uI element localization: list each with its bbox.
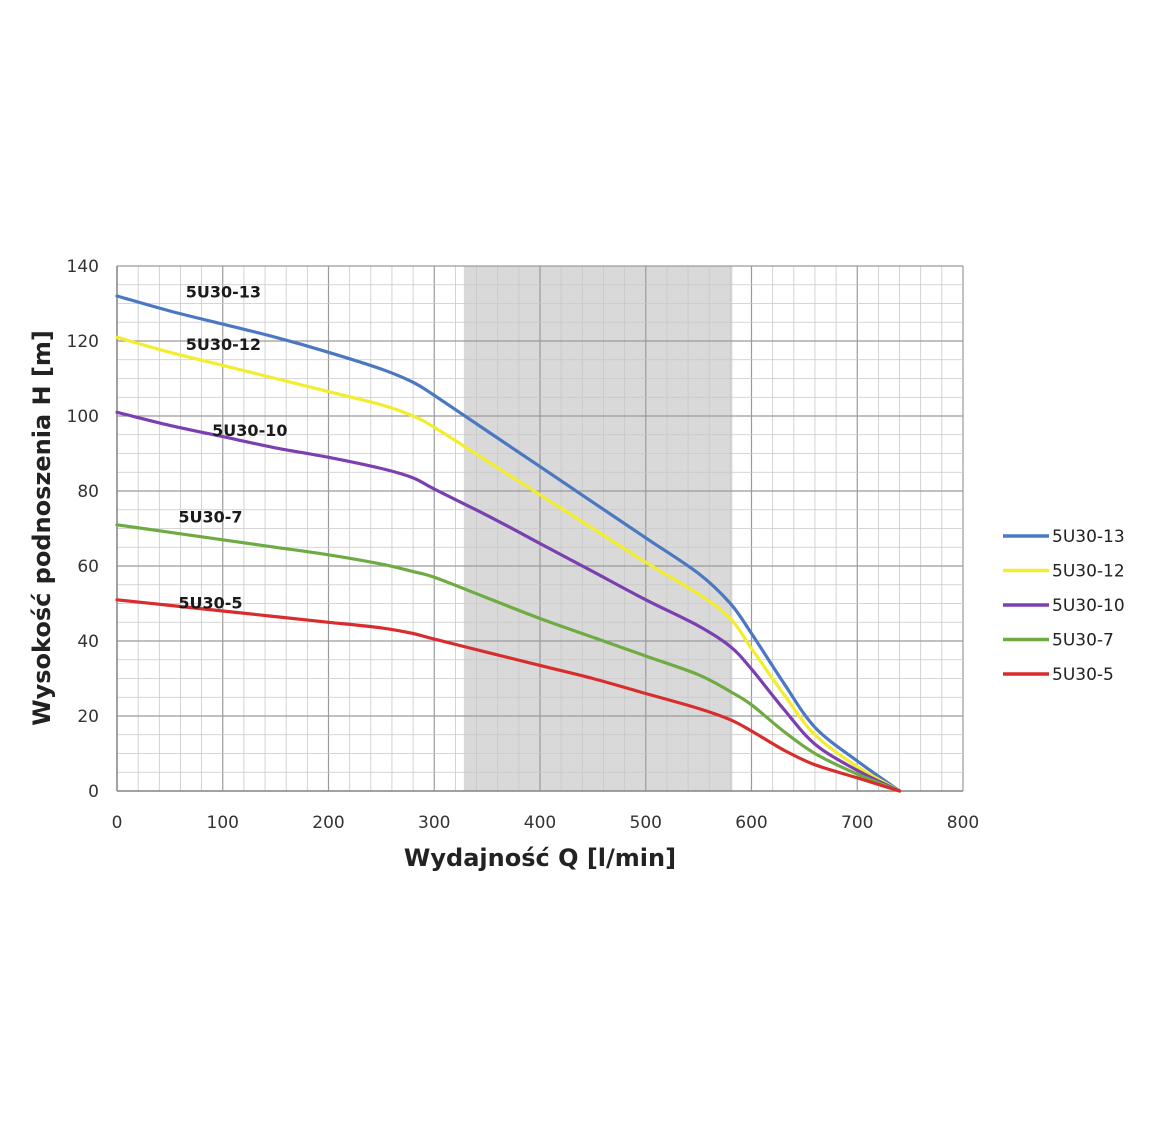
legend-label-5u30-13: 5U30-13 — [1052, 527, 1125, 547]
x-tick-label: 400 — [524, 813, 556, 833]
x-tick-label: 500 — [630, 813, 662, 833]
y-tick-label: 120 — [67, 332, 99, 352]
x-tick-label: 300 — [418, 813, 450, 833]
legend-label-5u30-10: 5U30-10 — [1052, 596, 1125, 616]
y-axis-title: Wysokość podnoszenia H [m] — [28, 330, 56, 726]
legend-label-5u30-12: 5U30-12 — [1052, 562, 1125, 582]
y-tick-label: 140 — [67, 257, 99, 277]
y-tick-label: 40 — [77, 632, 99, 652]
y-tick-label: 60 — [77, 557, 99, 577]
y-tick-label: 0 — [88, 782, 99, 802]
series-label-5u30-5: 5U30-5 — [178, 594, 242, 613]
series-label-5u30-12: 5U30-12 — [186, 335, 261, 354]
legend-label-5u30-5: 5U30-5 — [1052, 665, 1114, 685]
series-label-5u30-13: 5U30-13 — [186, 282, 261, 301]
series-line-5u30-7 — [115, 523, 902, 793]
series-line-5u30-5 — [115, 598, 902, 793]
legend-label-5u30-7: 5U30-7 — [1052, 631, 1114, 651]
x-tick-label: 600 — [735, 813, 767, 833]
y-tick-label: 20 — [77, 707, 99, 727]
x-tick-label: 800 — [947, 813, 979, 833]
series-line-5u30-13 — [115, 294, 902, 793]
x-tick-label: 200 — [312, 813, 344, 833]
axes: 0 100 200 300 400 500 600 700 800 0 20 40 60 80 100 120… — [67, 257, 980, 833]
x-tick-label: 0 — [112, 813, 123, 833]
series-line-5u30-10 — [115, 410, 902, 793]
series-label-5u30-10: 5U30-10 — [212, 421, 287, 440]
x-tick-label: 700 — [841, 813, 873, 833]
legend: 5U30-13 5U30-12 5U30-10 5U30-7 5U30-5 — [1003, 527, 1125, 685]
series-lines — [115, 294, 902, 793]
series-line-5u30-12 — [115, 335, 902, 793]
x-axis-title: Wydajność Q [l/min] — [404, 844, 676, 872]
series-label-5u30-7: 5U30-7 — [178, 507, 242, 526]
y-tick-label: 100 — [67, 407, 99, 427]
y-tick-label: 80 — [77, 482, 99, 502]
grid — [116, 265, 964, 792]
series-labels: 5U30-13 5U30-12 5U30-10 5U30-7 5U30-5 — [178, 282, 287, 612]
x-tick-label: 100 — [207, 813, 239, 833]
